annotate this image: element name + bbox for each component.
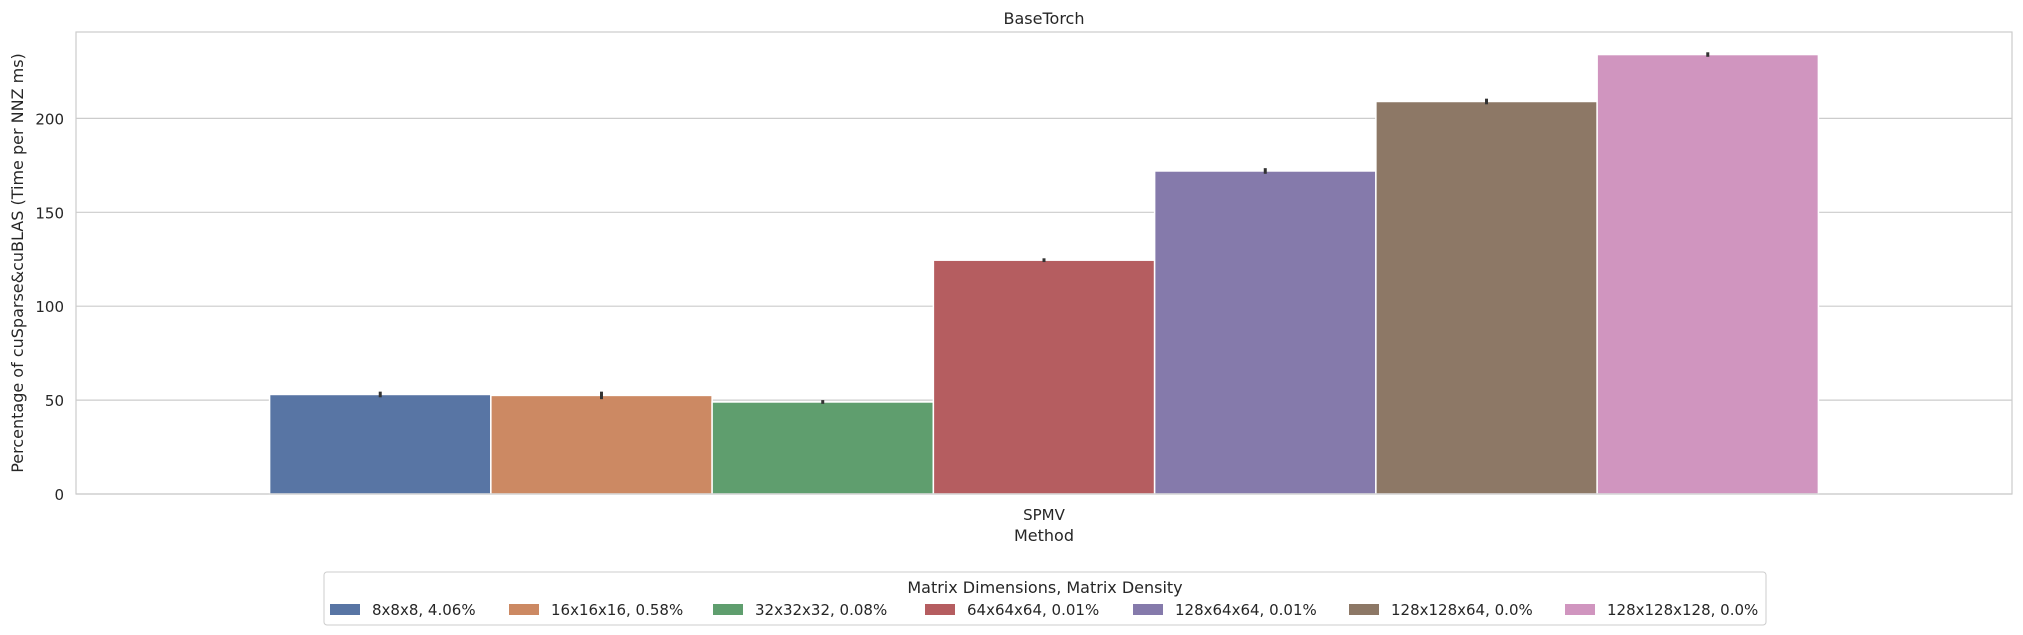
legend-label: 16x16x16, 0.58%	[551, 601, 683, 619]
bars	[268, 53, 1820, 495]
y-tick-label: 50	[45, 392, 64, 410]
x-tick-label: SPMV	[1023, 506, 1066, 524]
legend-label: 64x64x64, 0.01%	[967, 601, 1099, 619]
legend-items: 8x8x8, 4.06% 16x16x16, 0.58% 32x32x32, 0.0…	[330, 601, 1758, 619]
bar	[1596, 53, 1820, 495]
legend-swatch	[330, 604, 360, 615]
y-tick-label: 0	[54, 486, 64, 504]
y-tick-label: 200	[35, 110, 64, 128]
x-tick-labels: SPMV	[1023, 506, 1066, 524]
legend-label: 128x128x128, 0.0%	[1607, 601, 1758, 619]
legend-label: 8x8x8, 4.06%	[372, 601, 476, 619]
bar	[490, 394, 713, 495]
bar	[1375, 100, 1598, 495]
x-axis-label: Method	[1014, 526, 1074, 545]
legend-swatch	[1133, 604, 1163, 615]
legend-swatch	[925, 604, 955, 615]
legend-swatch	[1349, 604, 1379, 615]
chart-title: BaseTorch	[1004, 9, 1085, 28]
legend-label: 128x128x64, 0.0%	[1391, 601, 1533, 619]
error-bars	[378, 52, 1710, 404]
plot-frame	[75, 31, 2013, 495]
legend-label: 32x32x32, 0.08%	[755, 601, 887, 619]
bar	[268, 393, 492, 495]
bar	[1153, 170, 1377, 495]
legend-title: Matrix Dimensions, Matrix Density	[907, 578, 1182, 597]
legend-swatch	[509, 604, 539, 615]
legend-label: 128x64x64, 0.01%	[1175, 601, 1317, 619]
y-axis-label: Percentage of cuSparse&cuBLAS (Time per …	[8, 53, 27, 473]
y-tick-labels: 0 50 100 150 200	[35, 110, 64, 504]
legend-swatch	[713, 604, 743, 615]
legend-box	[323, 571, 1767, 626]
legend-swatch	[1565, 604, 1595, 615]
y-tick-label: 150	[35, 204, 64, 222]
bar	[711, 401, 935, 495]
bar	[932, 259, 1156, 495]
y-tick-label: 100	[35, 298, 64, 316]
legend: Matrix Dimensions, Matrix Density 8x8x8,…	[323, 571, 1767, 626]
